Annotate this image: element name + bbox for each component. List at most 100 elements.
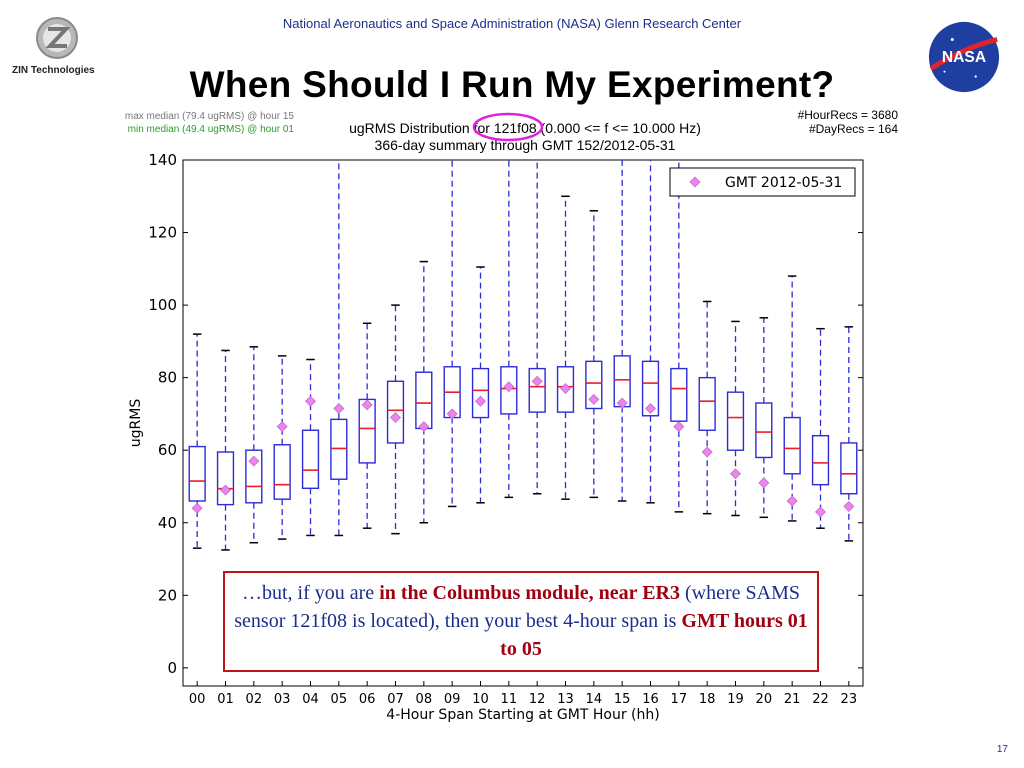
- x-tick-label: 10: [472, 692, 489, 707]
- zin-logo-icon: [36, 17, 78, 59]
- x-tick-label: 00: [189, 692, 206, 707]
- iqr-box: [273, 444, 291, 500]
- callout-text-2: (where SAMS sensor 121f08 is located), t…: [234, 582, 800, 632]
- iqr-box: [670, 367, 688, 422]
- x-tick-label: 20: [756, 692, 773, 707]
- gmt-day-marker: [418, 421, 430, 433]
- y-tick-label: 0: [167, 659, 177, 677]
- zin-logo-text: ZIN Technologies: [12, 65, 95, 76]
- min-median-note: min median (49.4 ugRMS) @ hour 01: [127, 124, 294, 135]
- gmt-day-marker: [276, 421, 288, 433]
- plot-title-line1: ugRMS Distribution for 121f08 (0.000 <= …: [349, 120, 701, 136]
- gmt-day-marker: [701, 446, 713, 458]
- gmt-day-marker: [220, 484, 231, 496]
- gmt-day-marker: [191, 502, 203, 514]
- iqr-box: [698, 376, 716, 431]
- iqr-box: [500, 366, 518, 415]
- y-tick-label: 40: [158, 514, 177, 532]
- x-tick-label: 03: [274, 692, 291, 707]
- x-tick-label: 22: [812, 692, 829, 707]
- y-tick-label: 140: [148, 151, 177, 169]
- x-axis-label: 4-Hour Span Starting at GMT Hour (hh): [386, 707, 659, 723]
- callout-bold-2: GMT hours 01 to 05: [500, 610, 808, 660]
- iqr-box: [358, 398, 376, 464]
- y-tick-label: 60: [158, 441, 177, 459]
- y-tick-label: 20: [158, 586, 177, 604]
- x-tick-label: 11: [501, 692, 518, 707]
- callout-text-1: …but, if you are: [242, 582, 380, 604]
- x-tick-label: 04: [302, 692, 319, 707]
- gmt-day-marker: [758, 477, 770, 489]
- iqr-box: [755, 402, 773, 459]
- sensor-highlight-ring: [472, 112, 544, 142]
- callout-bold-1: in the Columbus module, near ER3: [379, 582, 680, 604]
- legend-marker-icon: [689, 176, 701, 188]
- iqr-box: [301, 429, 320, 489]
- hour-recs-count: #HourRecs = 3680: [797, 108, 898, 122]
- day-recs-count: #DayRecs = 164: [808, 122, 898, 136]
- x-tick-label: 05: [331, 692, 348, 707]
- callout-box: …but, if you are in the Columbus module,…: [223, 571, 819, 672]
- nasa-logo-icon: NASA: [928, 21, 1000, 93]
- x-tick-label: 09: [444, 692, 461, 707]
- plot-title-line2: 366-day summary through GMT 152/2012-05-…: [374, 137, 676, 153]
- legend-label: GMT 2012-05-31: [725, 175, 842, 191]
- x-tick-label: 02: [246, 692, 263, 707]
- gmt-day-marker: [560, 383, 571, 394]
- x-tick-label: 13: [557, 692, 574, 707]
- iqr-box: [840, 442, 858, 495]
- x-tick-label: 07: [387, 692, 404, 707]
- iqr-box: [783, 416, 801, 475]
- iqr-box: [330, 418, 348, 480]
- x-tick-label: 06: [359, 692, 376, 707]
- x-tick-label: 01: [217, 692, 234, 707]
- iqr-box: [556, 366, 575, 413]
- iqr-box: [471, 367, 490, 419]
- x-tick-label: 18: [699, 692, 716, 707]
- iqr-box: [641, 360, 660, 417]
- gmt-day-marker: [730, 468, 741, 480]
- slide-title: When Should I Run My Experiment?: [189, 64, 835, 105]
- gmt-day-marker: [390, 412, 401, 423]
- iqr-box: [386, 380, 405, 444]
- gmt-day-marker: [503, 381, 515, 393]
- gmt-day-marker: [305, 395, 316, 407]
- x-tick-label: 15: [614, 692, 631, 707]
- gmt-day-marker: [531, 375, 543, 387]
- gmt-day-marker: [333, 403, 345, 414]
- x-tick-label: 21: [784, 692, 801, 707]
- iqr-box: [811, 434, 830, 486]
- gmt-day-marker: [786, 495, 798, 507]
- y-axis-label: ugRMS: [128, 399, 144, 448]
- x-tick-label: 16: [642, 692, 659, 707]
- gmt-day-marker: [361, 399, 373, 411]
- iqr-box: [216, 451, 235, 506]
- y-tick-label: 80: [158, 369, 177, 387]
- gmt-day-marker: [446, 408, 458, 420]
- iqr-box: [585, 360, 603, 410]
- x-tick-label: 23: [841, 692, 858, 707]
- legend-box: [669, 167, 856, 197]
- iqr-box: [528, 367, 546, 413]
- gmt-day-marker: [843, 501, 855, 512]
- x-tick-label: 14: [586, 692, 603, 707]
- iqr-box: [726, 391, 745, 451]
- x-tick-label: 12: [529, 692, 546, 707]
- gmt-day-marker: [815, 506, 826, 518]
- gmt-day-marker: [248, 455, 260, 467]
- nasa-logo-label: NASA: [942, 49, 986, 66]
- x-tick-label: 19: [727, 692, 744, 707]
- org-line: National Aeronautics and Space Administr…: [282, 16, 742, 31]
- iqr-box: [245, 449, 263, 504]
- gmt-day-marker: [645, 403, 656, 414]
- iqr-box: [188, 445, 206, 502]
- y-tick-label: 120: [148, 224, 177, 242]
- y-tick-label: 100: [148, 296, 177, 314]
- gmt-day-marker: [616, 397, 628, 409]
- gmt-day-marker: [588, 393, 600, 405]
- x-tick-label: 17: [671, 692, 688, 707]
- x-tick-label: 08: [416, 692, 433, 707]
- max-median-note: max median (79.4 ugRMS) @ hour 15: [124, 111, 294, 122]
- page-number: 17: [996, 744, 1008, 755]
- gmt-day-marker: [673, 421, 685, 433]
